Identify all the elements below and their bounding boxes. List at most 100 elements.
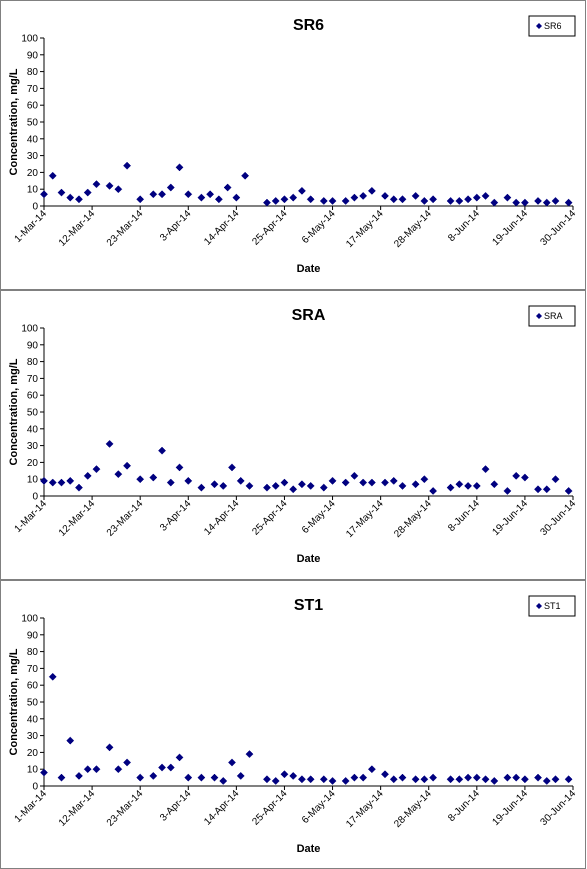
data-point: [297, 775, 306, 784]
data-point: [328, 777, 337, 785]
x-tick-label: 17-May-14: [344, 498, 386, 540]
data-point: [319, 483, 328, 492]
data-point: [66, 476, 75, 485]
x-tick-label: 19-Jun-14: [490, 498, 530, 538]
chart-title: ST1: [294, 597, 323, 614]
x-tick-label: 8-Jun-14: [446, 208, 482, 244]
data-point: [389, 195, 398, 204]
data-point: [503, 193, 512, 202]
y-tick-label: 50: [27, 118, 39, 129]
data-point: [280, 770, 289, 779]
data-point: [464, 481, 473, 490]
data-point: [48, 171, 57, 180]
data-point: [420, 197, 429, 205]
data-point: [367, 478, 376, 487]
x-tick-label: 17-May-14: [344, 788, 386, 830]
data-point: [197, 483, 206, 492]
data-point: [551, 197, 560, 205]
data-point: [66, 736, 75, 745]
y-tick-label: 90: [27, 630, 39, 641]
data-point: [241, 171, 250, 180]
x-tick-label: 14-Apr-14: [202, 788, 242, 828]
data-point: [236, 476, 245, 485]
data-point: [75, 195, 83, 204]
data-point: [481, 191, 490, 200]
data-point: [297, 186, 306, 195]
data-point: [271, 777, 280, 785]
x-tick-label: 28-May-14: [392, 208, 434, 250]
data-point: [359, 191, 368, 200]
data-point: [564, 775, 573, 784]
data-point: [271, 481, 280, 490]
data-point: [367, 186, 376, 195]
data-point: [429, 773, 438, 782]
y-tick-label: 70: [27, 84, 39, 95]
data-point: [83, 765, 92, 774]
data-point: [359, 773, 368, 782]
data-point: [381, 478, 389, 487]
data-point: [512, 471, 521, 480]
data-point: [411, 775, 420, 784]
data-point: [40, 476, 48, 485]
data-point: [92, 465, 101, 474]
data-point: [341, 478, 350, 487]
x-tick-label: 23-Mar-14: [105, 498, 146, 539]
data-point: [166, 183, 175, 192]
y-tick-label: 50: [27, 408, 39, 419]
data-point: [280, 195, 289, 204]
x-tick-label: 3-Apr-14: [158, 208, 194, 244]
x-tick-label: 17-May-14: [344, 208, 386, 250]
x-tick-label: 30-Jun-14: [539, 498, 579, 538]
data-point: [228, 758, 236, 767]
data-point: [359, 478, 368, 487]
legend-box: [528, 15, 576, 37]
data-point: [158, 446, 166, 455]
x-tick-label: 12-Mar-14: [57, 498, 98, 539]
data-point: [306, 481, 315, 490]
data-point: [411, 191, 420, 200]
x-tick-label: 25-Apr-14: [250, 208, 290, 248]
data-point: [472, 773, 481, 782]
data-point: [166, 478, 175, 487]
y-tick-label: 10: [27, 765, 39, 776]
data-point: [350, 193, 359, 202]
data-point: [367, 765, 376, 774]
chart-svg: SR6 0 10 20 30 40 50 60 70 80 90 100 1-Mar-14 12-Mar-…: [8, 15, 578, 275]
data-point: [219, 481, 228, 490]
legend-marker: [536, 603, 542, 609]
data-point: [542, 777, 551, 785]
data-point: [263, 198, 271, 207]
y-tick-label: 90: [27, 50, 39, 61]
data-point: [429, 487, 438, 495]
y-tick-label: 30: [27, 151, 39, 162]
y-axis-label: Concentration, mg/L: [8, 68, 20, 175]
data-point: [420, 775, 429, 784]
data-point: [472, 193, 481, 202]
data-point: [446, 775, 455, 784]
x-tick-label: 14-Apr-14: [202, 208, 242, 248]
data-point: [197, 193, 206, 202]
y-tick-label: 10: [27, 185, 39, 196]
data-point: [306, 195, 315, 204]
y-tick-label: 10: [27, 475, 39, 486]
chart-panel-sra: SRA 0 10 20 30 40 50 60 70 80 90 100 1-Mar-14 12-Mar-…: [0, 290, 586, 580]
data-point: [520, 775, 529, 784]
data-point: [92, 180, 101, 189]
data-point: [232, 193, 241, 202]
data-point: [490, 198, 499, 207]
data-point: [551, 475, 560, 484]
y-tick-label: 80: [27, 647, 39, 658]
data-point: [75, 771, 83, 780]
y-tick-label: 70: [27, 664, 39, 675]
data-point: [263, 775, 271, 784]
data-point: [184, 190, 193, 199]
x-tick-label: 19-Jun-14: [490, 208, 530, 248]
data-point: [245, 481, 254, 490]
data-point: [184, 773, 193, 782]
data-point: [542, 198, 551, 207]
y-tick-label: 70: [27, 374, 39, 385]
data-point: [520, 198, 529, 207]
data-point: [341, 197, 350, 205]
data-point: [297, 480, 306, 489]
data-point: [175, 463, 184, 472]
